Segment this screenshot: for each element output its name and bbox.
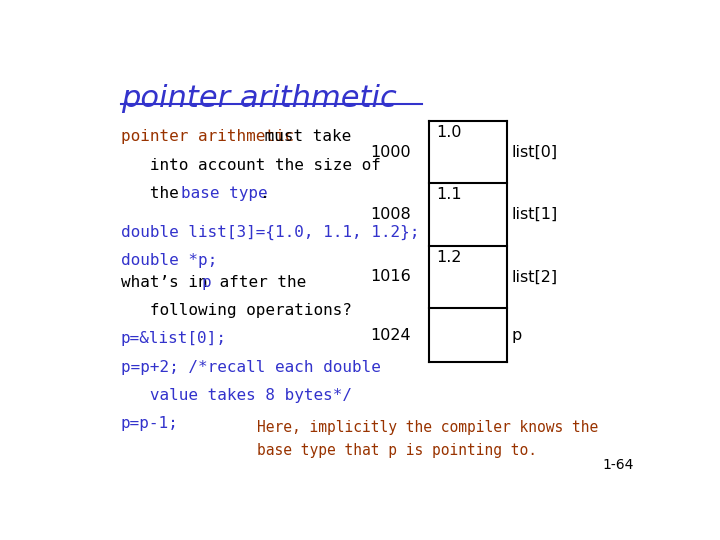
Text: 1008: 1008	[370, 207, 411, 222]
Text: base type that p is pointing to.: base type that p is pointing to.	[258, 443, 537, 458]
Text: p=p+2; /*recall each double: p=p+2; /*recall each double	[121, 360, 381, 375]
Text: 1000: 1000	[370, 145, 411, 160]
Text: base type: base type	[181, 186, 268, 201]
Text: pointer arithmetic: pointer arithmetic	[121, 129, 294, 144]
Text: 1016: 1016	[370, 269, 411, 285]
Text: into account the size of: into account the size of	[121, 158, 381, 172]
Text: pointer arithmetic: pointer arithmetic	[121, 84, 397, 112]
Text: p: p	[201, 275, 211, 290]
Text: Here, implicitly the compiler knows the: Here, implicitly the compiler knows the	[258, 420, 598, 435]
Text: after the: after the	[210, 275, 306, 290]
Text: must take: must take	[255, 129, 351, 144]
Text: double *p;: double *p;	[121, 253, 217, 268]
Text: list[2]: list[2]	[512, 269, 558, 285]
Text: p=&list[0];: p=&list[0];	[121, 332, 227, 346]
Text: .: .	[259, 186, 269, 201]
Text: 1024: 1024	[370, 328, 411, 342]
Text: list[0]: list[0]	[512, 145, 558, 160]
Text: following operations?: following operations?	[121, 303, 351, 318]
Text: 1.0: 1.0	[436, 125, 462, 140]
Text: p: p	[512, 328, 522, 342]
Text: value takes 8 bytes*/: value takes 8 bytes*/	[121, 388, 351, 403]
Text: list[1]: list[1]	[512, 207, 558, 222]
Text: p=p-1;: p=p-1;	[121, 416, 179, 431]
Text: what’s in: what’s in	[121, 275, 217, 290]
Text: 1.2: 1.2	[436, 250, 462, 265]
Text: 1.1: 1.1	[436, 187, 462, 202]
Text: the: the	[121, 186, 188, 201]
Text: double list[3]={1.0, 1.1, 1.2};: double list[3]={1.0, 1.1, 1.2};	[121, 225, 419, 240]
Text: 1-64: 1-64	[603, 458, 634, 472]
